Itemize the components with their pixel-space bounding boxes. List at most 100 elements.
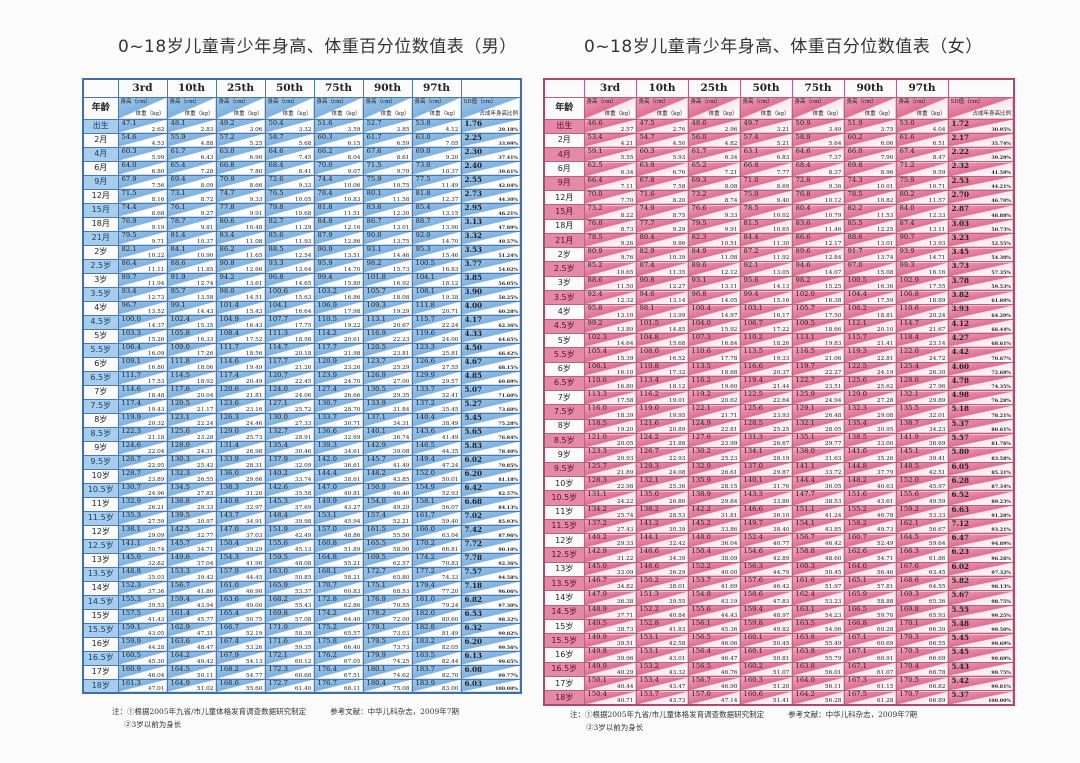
percentile-cell: 122.1 21.71: [687, 404, 741, 420]
weight-value: 18.06: [196, 364, 214, 371]
age-cell: 14.5岁: [82, 594, 119, 610]
table-row: 4.5岁 100.0 14.37 102.4 15.35 104.9 16.43 107.7 1…: [82, 314, 522, 330]
age-cell: 18岁: [543, 690, 585, 706]
weight-value: 10.39: [668, 255, 686, 262]
percentile-cell: 153.1 43.01: [635, 647, 689, 663]
percentile-cell: 175.1 68.53: [362, 580, 413, 596]
percentile-cell: 57.2 5.25: [215, 132, 266, 148]
sd-value: 5.82: [951, 576, 970, 585]
adult-height-ratio-value: 99.25%: [991, 612, 1011, 619]
weight-value: 11.49: [441, 182, 459, 189]
height-value: 73.2: [587, 204, 603, 213]
adult-height-ratio-value: 74.35%: [991, 384, 1011, 391]
height-value: 75.9: [899, 176, 915, 184]
percentile-cell: 144.4 38.61: [313, 468, 364, 484]
weight-value: 16.64: [294, 308, 312, 315]
sd-cell: 5.48 99.50%: [947, 618, 1015, 635]
weight-value: 10.82: [876, 198, 894, 205]
height-value: 136.0: [219, 469, 239, 477]
weight-value: 14.70: [441, 238, 459, 245]
percentile-cell: 174.2 70.83: [411, 552, 462, 568]
sd-value: 5.80: [951, 447, 970, 457]
weight-value: 56.11: [824, 684, 842, 691]
percentile-cell: 87.4 11.35: [635, 261, 689, 277]
sd-value: 3.32: [464, 231, 483, 240]
percentile-header-10th: 10th: [166, 78, 217, 98]
weight-value: 29.87: [772, 469, 790, 476]
percentile-cell: 93.4 12.73: [117, 286, 168, 302]
percentile-cell: 70.9 8.66: [215, 174, 266, 190]
percentile-cell: 140.2 29.33: [583, 533, 637, 549]
sd-cell: 4.85 69.89%: [460, 370, 522, 386]
weight-value: 6.80: [151, 168, 165, 175]
percentile-cell: 158.8 48.60: [791, 547, 845, 563]
height-value: 163.8: [795, 647, 815, 656]
adult-height-ratio-value: 97.30%: [498, 602, 518, 609]
weight-value: 43.05: [147, 630, 165, 637]
weight-value: 22.24: [196, 420, 214, 427]
percentile-cell: 93.9 14.71: [895, 247, 949, 263]
percentile-cell: 152.4 40.77: [739, 533, 793, 549]
height-value: 171.6: [268, 637, 288, 645]
sd-value: 5.18: [951, 404, 970, 414]
sd-cell: 4.33 64.65%: [460, 328, 522, 344]
sd-cell: 4.42 70.67%: [947, 347, 1015, 363]
table-row: 18岁 161.3 47.01 164.9 51.02 168.6 55.60 172.7 61…: [82, 678, 522, 694]
sd-cell: 3.90 58.25%: [460, 286, 522, 302]
weight-value: 44.45: [245, 574, 263, 581]
percentile-cell: 98.1 13.99: [635, 304, 689, 320]
height-value: 80.1: [366, 189, 382, 197]
percentile-cell: 92.0 14.70: [411, 230, 462, 246]
height-value: 86.4: [121, 259, 137, 267]
percentile-cell: 160.5 45.30: [117, 650, 168, 666]
height-value: 170.7: [317, 581, 337, 589]
sd-value: 2.95: [464, 203, 483, 212]
percentile-cell: 176.2 67.05: [313, 650, 364, 666]
percentile-cell: 160.3 51.20: [739, 676, 793, 692]
adult-height-ratio-value: 39.29%: [991, 155, 1011, 162]
weight-unit-label: 体重（kg）: [380, 110, 410, 117]
percentile-cell: 160.3 50.45: [791, 561, 845, 578]
percentile-cell: 117.4 19.43: [117, 398, 168, 414]
height-value: 86.7: [366, 217, 382, 225]
age-cell: 9月: [82, 174, 119, 190]
unit-header-cell: 身高（cm） 体重（kg）: [843, 96, 897, 120]
percentile-cell: 84.0 12.33: [895, 204, 949, 220]
weight-value: 60.69: [876, 641, 894, 648]
height-value: 127.1: [268, 399, 288, 407]
adult-height-ratio-label: 占成年身高比例: [972, 110, 1011, 117]
height-value: 80.4: [795, 204, 811, 213]
height-value: 82.9: [639, 247, 655, 256]
percentile-cell: 119.3 22.81: [843, 347, 897, 363]
percentile-cell: 139.5 30.97: [166, 510, 217, 526]
height-value: 105.4: [587, 347, 607, 356]
weight-value: 8.68: [151, 210, 165, 217]
percentile-cell: 165.9 58.88: [843, 590, 897, 606]
weight-value: 4.53: [151, 140, 165, 147]
weight-value: 25.62: [876, 384, 894, 391]
height-value: 148.4: [268, 511, 288, 519]
weight-value: 5.99: [151, 154, 165, 161]
percentile-cell: 106.8 18.89: [895, 290, 949, 306]
weight-value: 22.45: [294, 378, 312, 385]
height-value: 164.2: [795, 690, 815, 699]
weight-value: 29.33: [616, 541, 634, 548]
height-value: 113.1: [366, 315, 386, 323]
weight-value: 8.04: [347, 154, 361, 161]
weight-value: 66.69: [928, 655, 946, 662]
height-value: 125.9: [795, 390, 815, 399]
height-value: 66.8: [219, 161, 235, 169]
height-value: 132.1: [639, 476, 659, 484]
percentile-cell: 125.6 23.28: [166, 426, 217, 442]
weight-value: 33.72: [824, 469, 842, 476]
sd-cell: 3.93 64.20%: [947, 304, 1015, 320]
height-value: 57.4: [743, 133, 759, 141]
weight-value: 32.97: [245, 504, 263, 511]
height-value: 59.1: [587, 147, 603, 156]
percentile-cell: 138.0 31.63: [791, 447, 845, 463]
sd-cell: 4.50 66.42%: [460, 342, 522, 358]
height-value: 85.2: [587, 261, 603, 270]
height-value: 111.8: [415, 301, 435, 309]
height-value: 100.6: [268, 287, 288, 295]
weight-value: 8.09: [200, 182, 214, 189]
